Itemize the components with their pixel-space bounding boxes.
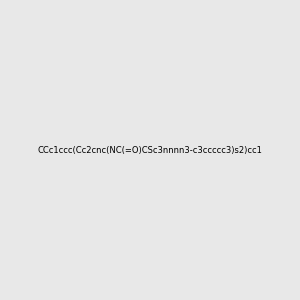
Text: CCc1ccc(Cc2cnc(NC(=O)CSc3nnnn3-c3ccccc3)s2)cc1: CCc1ccc(Cc2cnc(NC(=O)CSc3nnnn3-c3ccccc3)… (38, 146, 262, 154)
